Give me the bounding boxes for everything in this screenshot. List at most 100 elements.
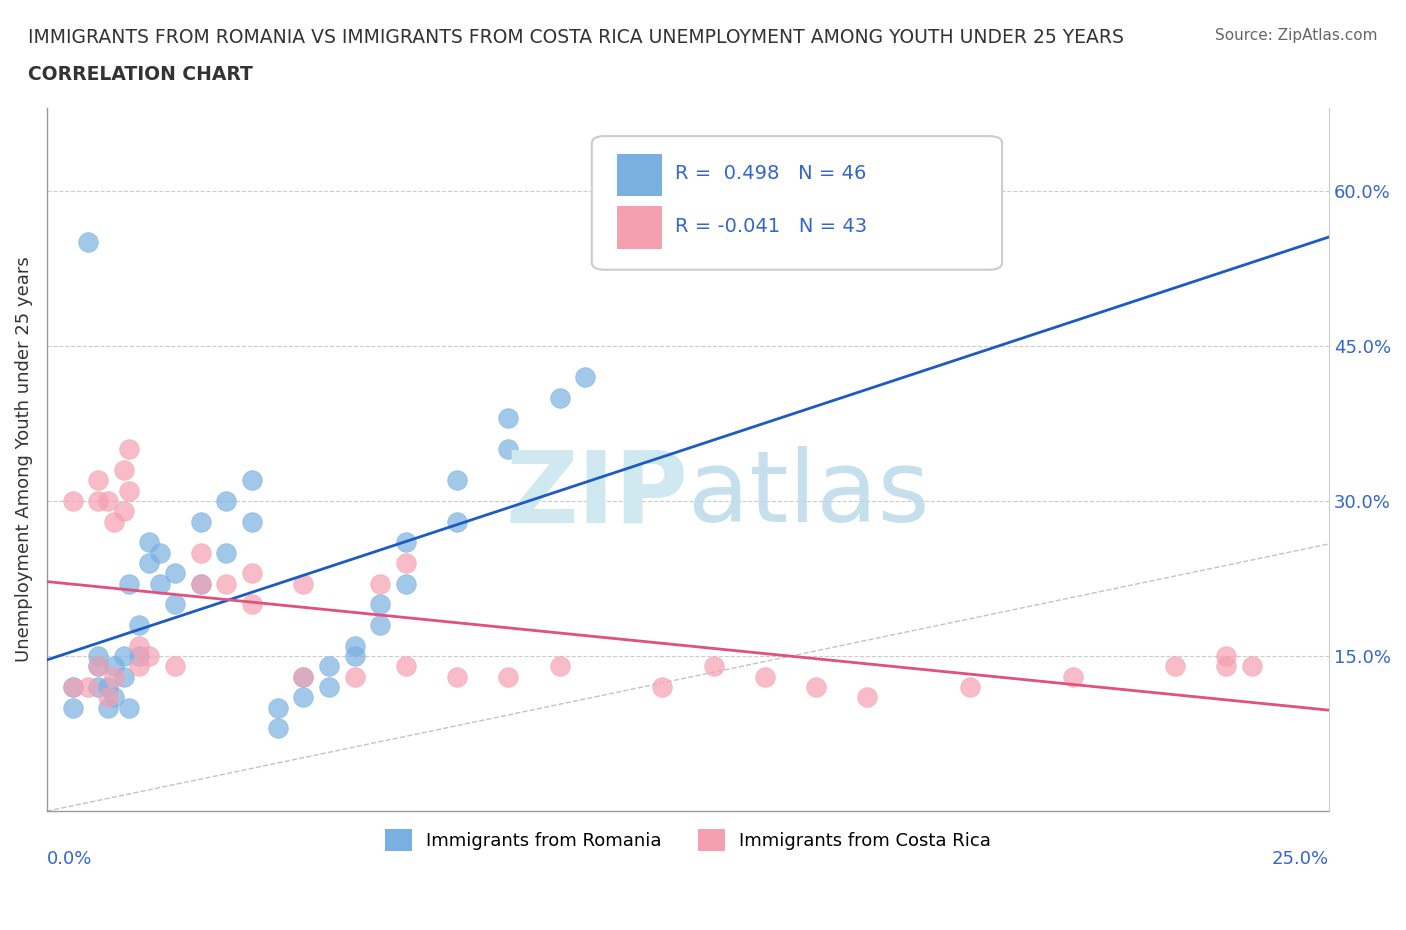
Point bbox=[395, 555, 418, 570]
Point bbox=[1215, 659, 1237, 674]
Text: Source: ZipAtlas.com: Source: ZipAtlas.com bbox=[1215, 28, 1378, 43]
Text: IMMIGRANTS FROM ROMANIA VS IMMIGRANTS FROM COSTA RICA UNEMPLOYMENT AMONG YOUTH U: IMMIGRANTS FROM ROMANIA VS IMMIGRANTS FR… bbox=[28, 28, 1123, 46]
Point bbox=[215, 494, 238, 509]
Point bbox=[1164, 659, 1187, 674]
Point bbox=[292, 670, 315, 684]
Point bbox=[1062, 670, 1084, 684]
Point bbox=[240, 472, 263, 487]
Point bbox=[215, 545, 238, 560]
Point bbox=[87, 648, 110, 663]
Point bbox=[651, 680, 673, 695]
Point bbox=[97, 680, 120, 695]
Point bbox=[118, 484, 141, 498]
Point bbox=[87, 494, 110, 509]
Point bbox=[240, 514, 263, 529]
Point bbox=[343, 638, 366, 653]
Point bbox=[548, 659, 571, 674]
Point bbox=[97, 690, 120, 705]
Point bbox=[498, 670, 520, 684]
Point bbox=[804, 680, 827, 695]
Point bbox=[103, 670, 125, 684]
Point bbox=[292, 577, 315, 591]
Point bbox=[368, 618, 391, 632]
Point bbox=[165, 659, 187, 674]
Point bbox=[87, 680, 110, 695]
Point bbox=[62, 680, 84, 695]
Point bbox=[77, 680, 100, 695]
Point bbox=[128, 618, 150, 632]
Point bbox=[395, 659, 418, 674]
Point bbox=[240, 565, 263, 580]
Point bbox=[62, 494, 84, 509]
Point bbox=[87, 472, 110, 487]
Point bbox=[103, 659, 125, 674]
Point bbox=[77, 235, 100, 250]
Point bbox=[498, 411, 520, 426]
Bar bbox=[617, 153, 662, 196]
Y-axis label: Unemployment Among Youth under 25 years: Unemployment Among Youth under 25 years bbox=[15, 257, 32, 662]
Point bbox=[165, 565, 187, 580]
Point bbox=[318, 680, 340, 695]
Point bbox=[266, 721, 288, 736]
Point bbox=[318, 659, 340, 674]
Point bbox=[112, 648, 135, 663]
Point bbox=[1215, 648, 1237, 663]
Point bbox=[97, 700, 120, 715]
Point bbox=[112, 504, 135, 519]
Point bbox=[959, 680, 981, 695]
Point bbox=[574, 369, 596, 384]
Text: 25.0%: 25.0% bbox=[1272, 850, 1329, 868]
Point bbox=[112, 462, 135, 477]
Legend: Immigrants from Romania, Immigrants from Costa Rica: Immigrants from Romania, Immigrants from… bbox=[377, 822, 998, 858]
Point bbox=[190, 545, 212, 560]
Point bbox=[138, 555, 160, 570]
Point bbox=[240, 597, 263, 612]
Point bbox=[266, 700, 288, 715]
Point bbox=[87, 659, 110, 674]
Point bbox=[190, 577, 212, 591]
Point bbox=[62, 680, 84, 695]
Point bbox=[149, 545, 172, 560]
Point bbox=[128, 659, 150, 674]
Point bbox=[103, 514, 125, 529]
Point bbox=[103, 690, 125, 705]
Point bbox=[343, 670, 366, 684]
Point bbox=[112, 670, 135, 684]
Point bbox=[368, 597, 391, 612]
Point bbox=[395, 535, 418, 550]
Point bbox=[138, 535, 160, 550]
Text: CORRELATION CHART: CORRELATION CHART bbox=[28, 65, 253, 84]
Point bbox=[548, 390, 571, 405]
Point bbox=[368, 577, 391, 591]
Text: atlas: atlas bbox=[688, 446, 929, 543]
Point bbox=[128, 648, 150, 663]
Point bbox=[395, 577, 418, 591]
Point bbox=[446, 472, 468, 487]
Point bbox=[190, 514, 212, 529]
Point bbox=[292, 670, 315, 684]
Point bbox=[343, 648, 366, 663]
FancyBboxPatch shape bbox=[592, 136, 1002, 270]
Point bbox=[138, 648, 160, 663]
Point bbox=[856, 690, 879, 705]
Point bbox=[1241, 659, 1264, 674]
Point bbox=[215, 577, 238, 591]
Point bbox=[703, 659, 725, 674]
Point bbox=[118, 700, 141, 715]
Point bbox=[165, 597, 187, 612]
Point bbox=[190, 577, 212, 591]
Text: 0.0%: 0.0% bbox=[46, 850, 93, 868]
Point bbox=[149, 577, 172, 591]
Text: ZIP: ZIP bbox=[505, 446, 688, 543]
Point bbox=[62, 700, 84, 715]
Point bbox=[128, 638, 150, 653]
Point bbox=[446, 514, 468, 529]
Point bbox=[498, 442, 520, 457]
Point bbox=[87, 659, 110, 674]
Point bbox=[118, 442, 141, 457]
Point bbox=[446, 670, 468, 684]
Point bbox=[292, 690, 315, 705]
Point bbox=[97, 494, 120, 509]
Bar bbox=[617, 206, 662, 248]
Point bbox=[118, 577, 141, 591]
